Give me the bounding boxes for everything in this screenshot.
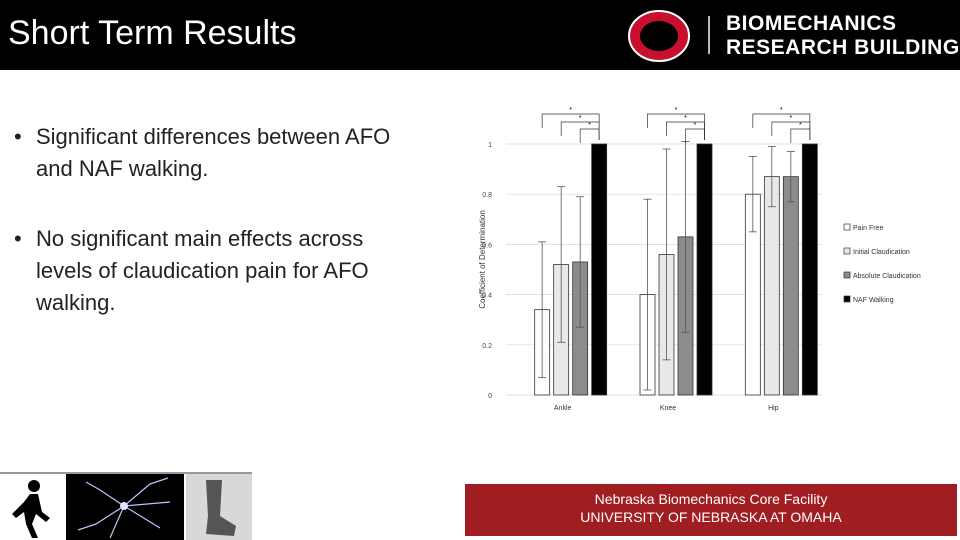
legend-label: Pain Free xyxy=(853,225,883,232)
x-tick-label: Knee xyxy=(660,405,676,412)
significance-marker: * xyxy=(780,107,783,114)
footer-line-1: Nebraska Biomechanics Core Facility xyxy=(594,491,828,507)
significance-bracket xyxy=(579,128,600,143)
legend-swatch xyxy=(843,271,851,279)
slide-title: Short Term Results xyxy=(8,14,297,52)
ankle-foot-orthosis-image xyxy=(186,474,252,540)
y-tick-label: 0.8 xyxy=(482,192,492,199)
significance-marker: * xyxy=(789,115,792,122)
x-tick-label: Ankle xyxy=(554,405,572,412)
image-strip xyxy=(0,472,252,540)
footer-line-2: UNIVERSITY OF NEBRASKA AT OMAHA xyxy=(580,509,842,525)
bar xyxy=(801,143,818,396)
legend-swatch xyxy=(843,295,851,303)
bullet-dot: • xyxy=(14,226,22,251)
bullet-dot: • xyxy=(14,124,22,149)
legend-swatch xyxy=(843,247,851,255)
significance-marker: * xyxy=(799,122,802,129)
bullet-text: Significant differences between AFO and … xyxy=(36,124,391,181)
bullet-item-1: • Significant differences between AFO an… xyxy=(14,121,414,185)
university-logo xyxy=(628,10,690,62)
y-axis-label: Coefficient of Determination xyxy=(478,210,487,309)
y-tick-label: 0 xyxy=(488,393,492,400)
y-tick-label: 0.4 xyxy=(482,293,492,300)
walking-person-icon xyxy=(0,474,64,540)
bar xyxy=(782,176,799,396)
brand-line-1: BIOMECHANICS xyxy=(726,12,897,35)
significance-marker: * xyxy=(569,107,572,114)
brand-line-2: RESEARCH BUILDING xyxy=(726,36,960,59)
bar xyxy=(696,143,713,396)
significance-bracket xyxy=(685,128,705,143)
legend-label: Absolute Claudication xyxy=(853,273,921,280)
y-tick-label: 0.2 xyxy=(482,343,492,350)
bullet-item-2: • No significant main effects across lev… xyxy=(14,223,384,319)
x-tick-label: Hip xyxy=(768,405,779,412)
neuron-image xyxy=(66,474,184,540)
significance-bracket xyxy=(790,128,811,143)
y-tick-label: 0.6 xyxy=(482,242,492,249)
bar xyxy=(763,176,780,396)
header-bar: Short Term Results BIOMECHANICS RESEARCH… xyxy=(0,0,960,70)
legend-label: NAF Walking xyxy=(853,297,894,304)
significance-marker: * xyxy=(579,115,582,122)
footer-banner: Nebraska Biomechanics Core Facility UNIV… xyxy=(465,484,957,536)
legend-swatch xyxy=(843,223,851,231)
significance-marker: * xyxy=(684,115,687,122)
legend-label: Initial Claudication xyxy=(853,249,910,256)
significance-marker: * xyxy=(588,122,591,129)
bar xyxy=(591,143,608,396)
bullet-text: No significant main effects across level… xyxy=(36,226,369,315)
significance-marker: * xyxy=(675,107,678,114)
significance-marker: * xyxy=(694,122,697,129)
header-divider xyxy=(708,16,710,54)
bar-chart: 0 0.2 0.4 0.6 0.8 1 Coefficient of Determinati… xyxy=(478,107,921,412)
y-tick-label: 1 xyxy=(488,142,492,149)
